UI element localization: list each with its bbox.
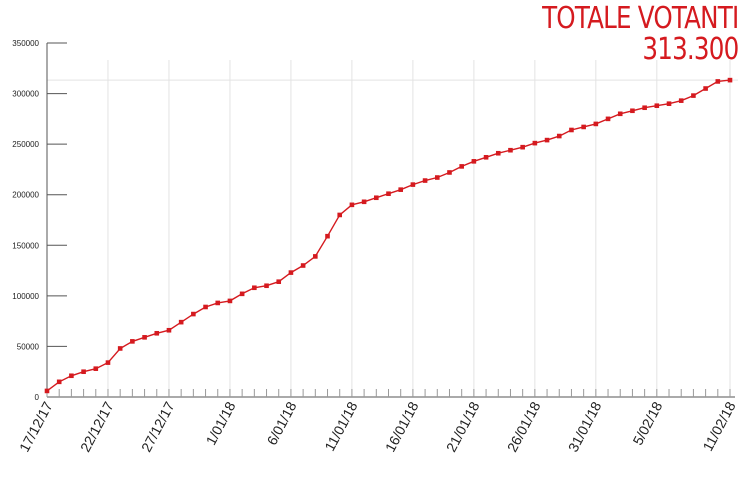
series-line <box>46 79 731 392</box>
y-tick-label: 0 <box>35 393 40 402</box>
data-point <box>325 233 330 239</box>
x-tick-label: 26/01/18 <box>504 399 544 455</box>
data-point <box>337 212 343 218</box>
x-tick-label: 22/12/17 <box>77 399 117 455</box>
data-point <box>459 164 464 169</box>
data-point <box>654 103 660 109</box>
x-tick-label: 17/12/17 <box>16 399 56 455</box>
data-point <box>252 285 257 291</box>
data-point <box>508 147 513 153</box>
data-point <box>264 283 269 289</box>
data-point <box>69 373 74 379</box>
axes: 0 50000 100000 150000 200000 250000 300000 3500… <box>12 39 738 455</box>
data-point <box>117 346 123 351</box>
data-point <box>130 339 135 344</box>
data-point <box>544 137 550 143</box>
data-point <box>642 105 647 111</box>
x-tick-label: 5/02/18 <box>629 399 665 448</box>
x-tick-label: 21/01/18 <box>443 399 483 455</box>
data-point <box>215 300 221 306</box>
data-point <box>569 127 574 133</box>
data-point <box>483 154 489 160</box>
data-point <box>361 199 367 205</box>
data-point <box>154 330 160 336</box>
x-tick-label: 6/01/18 <box>264 399 300 448</box>
data-point <box>374 195 379 201</box>
data-point <box>105 360 111 365</box>
y-tick-label: 50000 <box>17 342 40 351</box>
title-block: TOTALE VOTANTI 313.300 <box>499 1 739 67</box>
data-point <box>313 254 318 259</box>
x-tick-label: 27/12/17 <box>138 399 178 455</box>
data-point <box>239 291 245 297</box>
data-point <box>191 311 196 317</box>
data-point <box>142 335 147 340</box>
y-tick-label: 300000 <box>12 90 39 99</box>
data-point <box>727 77 733 83</box>
data-point <box>556 133 562 139</box>
y-tick-label: 150000 <box>12 241 39 250</box>
data-point <box>276 279 282 284</box>
data-point <box>678 98 684 103</box>
data-point <box>386 191 391 197</box>
x-tick-label: 11/02/18 <box>699 399 738 454</box>
chart-title: TOTALE VOTANTI <box>541 1 739 36</box>
data-point <box>520 144 525 150</box>
data-point <box>617 111 623 117</box>
data-point <box>422 178 428 183</box>
y-tick-label: 100000 <box>12 292 39 301</box>
x-tick-label: 16/01/18 <box>382 399 422 455</box>
data-point <box>203 304 208 310</box>
data-point <box>44 388 50 394</box>
data-point <box>300 263 306 268</box>
y-tick-label: 350000 <box>12 39 39 48</box>
data-point <box>703 86 708 91</box>
gridlines <box>46 60 738 397</box>
data-point <box>410 182 416 187</box>
data-point <box>349 202 355 208</box>
y-tick-label: 250000 <box>12 140 39 149</box>
data-point <box>434 175 440 180</box>
data-point <box>178 319 184 325</box>
data-point <box>288 270 294 275</box>
series-votanti <box>44 77 733 394</box>
data-point <box>471 159 477 164</box>
data-point <box>630 108 635 114</box>
x-tick-label: 1/01/18 <box>203 399 239 448</box>
data-point <box>166 327 172 333</box>
y-tick-label: 200000 <box>12 191 39 200</box>
data-point <box>691 93 696 98</box>
data-point <box>398 187 403 192</box>
data-point <box>581 124 586 130</box>
x-tick-label: 11/01/18 <box>321 399 360 454</box>
data-point <box>715 79 721 84</box>
data-point <box>81 369 86 375</box>
data-point <box>605 116 611 122</box>
data-point <box>93 366 99 371</box>
data-point <box>227 298 233 304</box>
data-point <box>56 379 62 385</box>
data-point <box>593 121 599 127</box>
data-point <box>532 140 538 146</box>
data-point <box>495 150 501 156</box>
data-point <box>447 170 452 175</box>
chart-total-value: 313.300 <box>642 32 739 67</box>
x-tick-label: 31/01/18 <box>565 399 605 455</box>
data-point <box>666 101 672 106</box>
